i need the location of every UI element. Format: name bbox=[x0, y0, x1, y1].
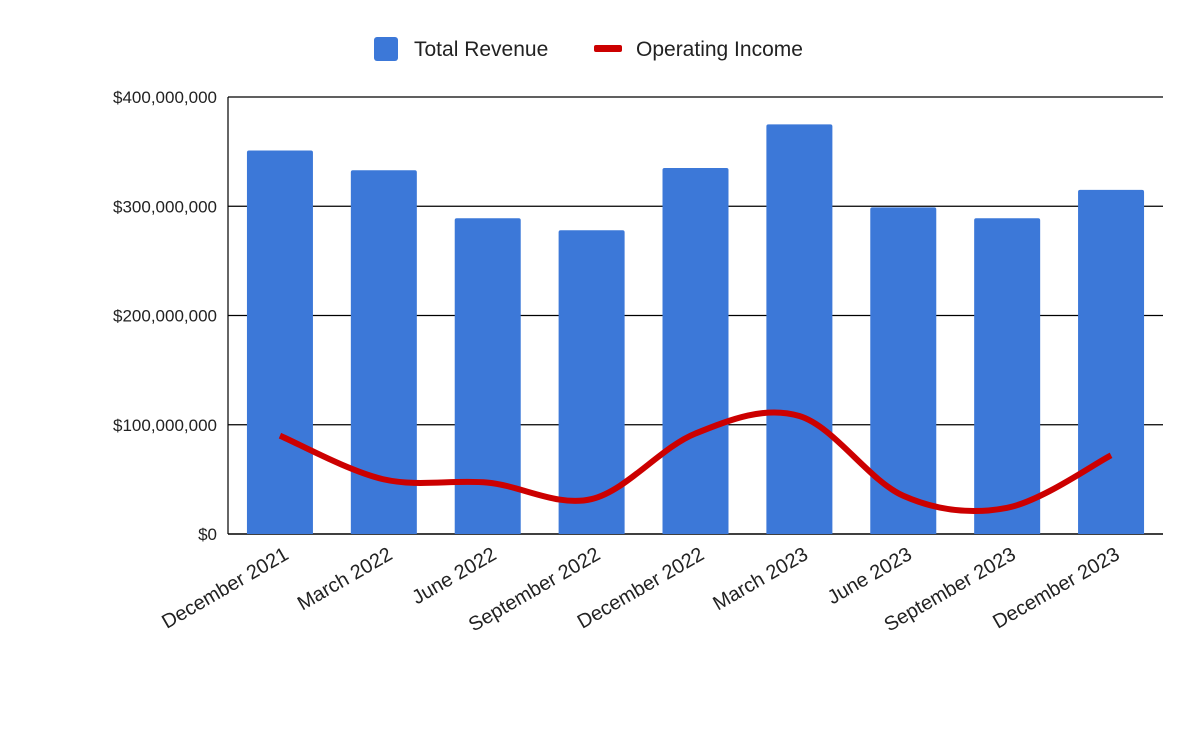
y-tick-label: $300,000,000 bbox=[113, 197, 217, 216]
legend-swatch-operating-income bbox=[594, 45, 622, 52]
bar-series-total-revenue bbox=[247, 124, 1144, 534]
legend-swatch-total-revenue bbox=[374, 37, 398, 61]
x-tick-label: June 2023 bbox=[824, 543, 916, 609]
bar-total-revenue bbox=[1078, 190, 1144, 534]
y-tick-label: $400,000,000 bbox=[113, 88, 217, 107]
legend-label-operating-income: Operating Income bbox=[636, 38, 803, 61]
y-tick-label: $100,000,000 bbox=[113, 416, 217, 435]
y-axis-ticks: $0 $100,000,000 $200,000,000 $300,000,000 $4… bbox=[113, 88, 217, 544]
x-tick-label: March 2023 bbox=[709, 543, 811, 615]
bar-total-revenue bbox=[766, 124, 832, 534]
y-tick-label: $200,000,000 bbox=[113, 307, 217, 326]
bar-total-revenue bbox=[663, 168, 729, 534]
legend-label-total-revenue: Total Revenue bbox=[414, 38, 548, 61]
x-tick-label: December 2021 bbox=[158, 543, 292, 633]
y-tick-label: $0 bbox=[198, 525, 217, 544]
bar-total-revenue bbox=[974, 218, 1040, 534]
bar-total-revenue bbox=[870, 207, 936, 534]
x-tick-label: June 2022 bbox=[408, 543, 500, 609]
legend: Total Revenue Operating Income bbox=[374, 37, 803, 61]
bar-total-revenue bbox=[247, 151, 313, 534]
x-tick-label: March 2022 bbox=[294, 543, 396, 615]
